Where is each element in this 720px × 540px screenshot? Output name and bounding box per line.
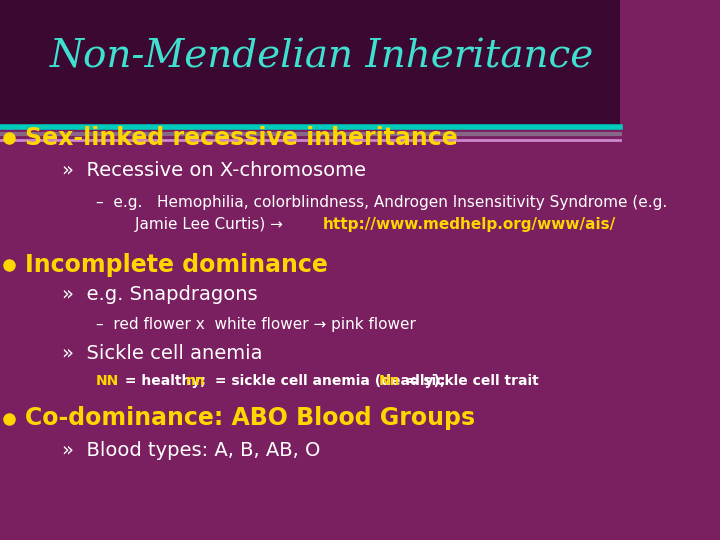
Text: »  Blood types: A, B, AB, O: » Blood types: A, B, AB, O [62, 441, 320, 461]
Text: = sickle cell anemia (deadly);: = sickle cell anemia (deadly); [210, 374, 455, 388]
Text: –  red flower x  white flower → pink flower: – red flower x white flower → pink flowe… [96, 316, 416, 332]
Text: Incomplete dominance: Incomplete dominance [24, 253, 328, 276]
Text: »  e.g. Snapdragons: » e.g. Snapdragons [62, 285, 258, 304]
Text: Jamie Lee Curtis) →: Jamie Lee Curtis) → [96, 217, 288, 232]
FancyBboxPatch shape [0, 0, 620, 127]
Text: »  Recessive on X-chromosome: » Recessive on X-chromosome [62, 160, 366, 180]
Text: nn: nn [186, 374, 206, 388]
Text: Non-Mendelian Inheritance: Non-Mendelian Inheritance [50, 38, 594, 75]
Text: Co-dominance: ABO Blood Groups: Co-dominance: ABO Blood Groups [24, 407, 475, 430]
Text: http://www.medhelp.org/www/ais/: http://www.medhelp.org/www/ais/ [323, 217, 616, 232]
Text: Nn: Nn [378, 374, 400, 388]
Text: = healthy;: = healthy; [120, 374, 215, 388]
Text: Sex-linked recessive inheritance: Sex-linked recessive inheritance [24, 126, 458, 150]
Text: »  Sickle cell anemia: » Sickle cell anemia [62, 344, 263, 363]
Text: –  e.g.   Hemophilia, colorblindness, Androgen Insensitivity Syndrome (e.g.: – e.g. Hemophilia, colorblindness, Andro… [96, 195, 667, 210]
Text: = sickle cell trait: = sickle cell trait [402, 374, 539, 388]
Text: NN: NN [96, 374, 120, 388]
